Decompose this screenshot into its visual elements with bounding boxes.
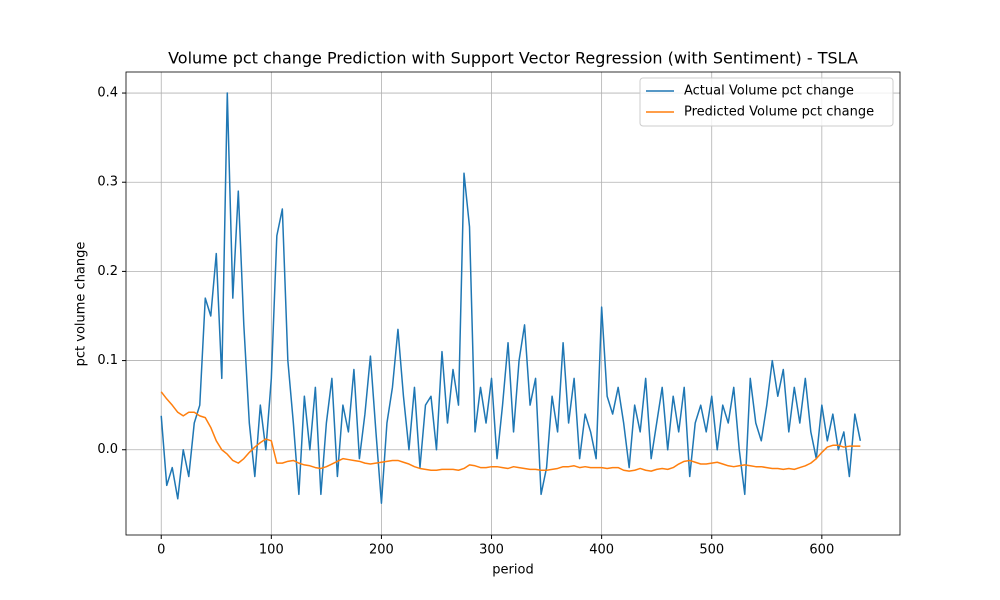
x-tick-label: 0 xyxy=(157,543,165,558)
y-tick-label: 0.0 xyxy=(97,442,118,457)
data-line xyxy=(160,92,862,504)
x-tick-label: 400 xyxy=(589,543,614,558)
chart-title: Volume pct change Prediction with Suppor… xyxy=(168,49,858,68)
x-tick-label: 100 xyxy=(259,543,284,558)
y-tick-label: 0.1 xyxy=(97,353,118,368)
x-tick-label: 600 xyxy=(809,543,834,558)
data-line xyxy=(160,391,861,472)
y-tick-label: 0.3 xyxy=(97,175,118,190)
y-axis-label: pct volume change xyxy=(74,242,89,367)
x-axis-label: period xyxy=(492,563,533,578)
legend-label: Predicted Volume pct change xyxy=(684,105,874,120)
x-tick-label: 300 xyxy=(479,543,504,558)
legend-label: Actual Volume pct change xyxy=(684,84,854,99)
legend-box xyxy=(639,77,894,127)
y-tick-label: 0.4 xyxy=(97,86,118,101)
x-tick-label: 500 xyxy=(699,543,724,558)
y-tick-label: 0.2 xyxy=(97,264,118,279)
plot-frame xyxy=(125,71,901,536)
x-tick-label: 200 xyxy=(369,543,394,558)
